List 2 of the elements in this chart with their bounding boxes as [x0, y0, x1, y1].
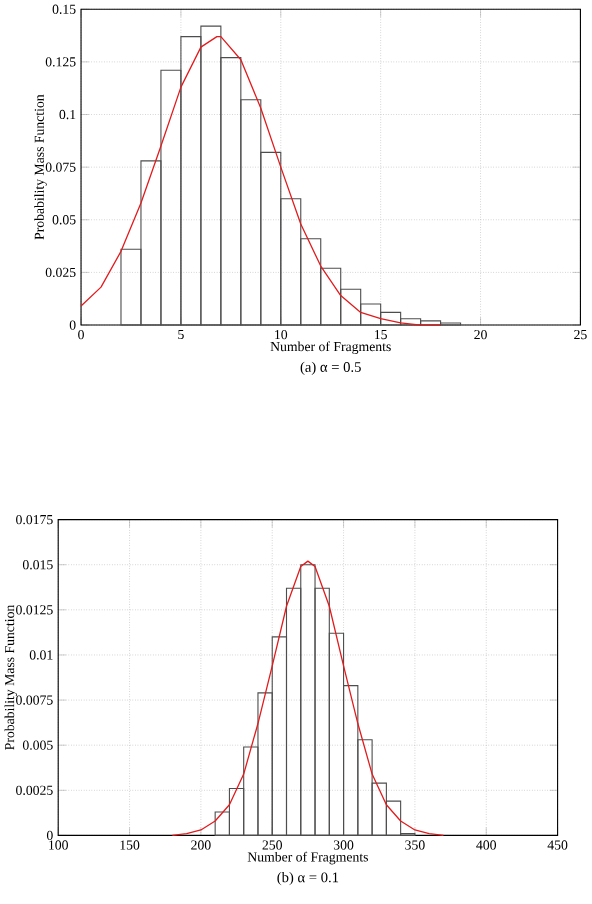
line-series [80, 35, 442, 326]
line-series [171, 560, 445, 837]
